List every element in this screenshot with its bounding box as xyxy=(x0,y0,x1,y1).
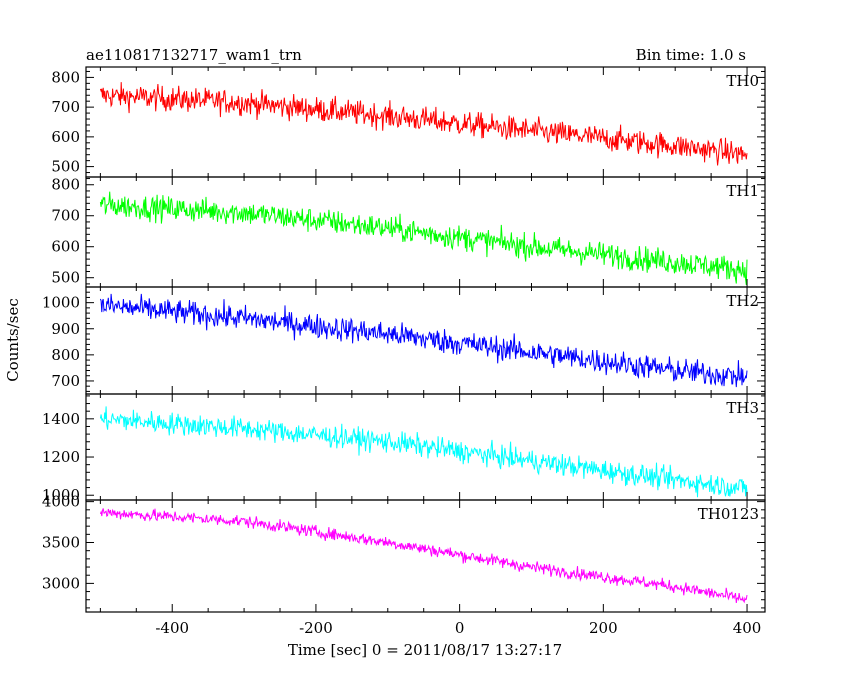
panel-th0123: 3000 3500 4000 TH0123 xyxy=(42,493,766,613)
y-tick-label: 800 xyxy=(51,346,80,364)
series-line-th2 xyxy=(99,293,748,388)
y-tick-label: 4000 xyxy=(42,493,80,511)
y-tick-label: 1000 xyxy=(42,486,80,504)
y-tick-label: 800 xyxy=(51,68,80,86)
y-tick-label: 600 xyxy=(51,128,80,146)
y-tick-label: 700 xyxy=(51,207,80,225)
panel-th2: 700 800 900 1000 TH2 xyxy=(42,286,766,395)
x-tick-labels: -400 -200 0 200 400 xyxy=(155,619,761,637)
series-line-th0123 xyxy=(99,508,748,604)
y-tick-label: 1000 xyxy=(42,294,80,312)
panel-label-th2: TH2 xyxy=(726,292,759,310)
panel-label-th0123: TH0123 xyxy=(698,505,759,523)
x-tick-label: -200 xyxy=(299,619,333,637)
y-tick-label: 3000 xyxy=(42,574,80,592)
bin-time-label: Bin time: 1.0 s xyxy=(636,46,746,64)
panel-label-th1: TH1 xyxy=(726,182,759,200)
y-tick-label: 500 xyxy=(51,269,80,287)
y-tick-label: 1200 xyxy=(42,448,80,466)
series-line-th3 xyxy=(99,406,748,498)
x-tick-label: 0 xyxy=(455,619,465,637)
y-tick-label: 500 xyxy=(51,158,80,176)
series-line-th0 xyxy=(99,82,748,166)
y-tick-label: 900 xyxy=(51,320,80,338)
x-tick-label: 200 xyxy=(589,619,618,637)
y-axis-label: Counts/sec xyxy=(4,298,22,382)
chart-title: ae110817132717_wam1_trn xyxy=(86,46,302,64)
x-axis-label: Time [sec] 0 = 2011/08/17 13:27:17 xyxy=(288,641,562,659)
x-tick-label: 400 xyxy=(733,619,762,637)
y-tick-label: 700 xyxy=(51,372,80,390)
panel-th3: 1000 1200 1400 TH3 xyxy=(42,393,766,504)
panel-label-th3: TH3 xyxy=(726,399,759,417)
panels-group: 500 600 700 800 TH0 500 600 700 800 TH1 700 800 900 1… xyxy=(42,66,766,613)
x-tick-label: -400 xyxy=(155,619,189,637)
series-line-th1 xyxy=(99,191,748,286)
panel-th1: 500 600 700 800 TH1 xyxy=(51,176,766,288)
y-tick-label: 700 xyxy=(51,98,80,116)
y-tick-label: 1400 xyxy=(42,410,80,428)
panel-frame xyxy=(85,499,766,613)
panel-label-th0: TH0 xyxy=(726,72,759,90)
y-tick-label: 800 xyxy=(51,176,80,194)
y-tick-label: 600 xyxy=(51,238,80,256)
panel-th0: 500 600 700 800 TH0 xyxy=(51,66,766,178)
y-tick-label: 3500 xyxy=(42,534,80,552)
